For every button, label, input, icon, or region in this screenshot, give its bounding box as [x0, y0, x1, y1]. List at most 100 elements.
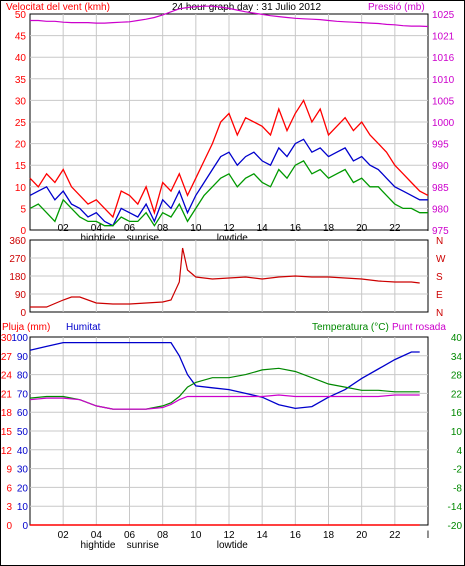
- humidity-y-tick: 100: [11, 333, 28, 344]
- direction-y-tick: 90: [15, 290, 27, 301]
- x-tick-label: 18: [323, 223, 335, 234]
- humidity-y-tick: 20: [17, 483, 29, 494]
- x-tick-label: 10: [190, 530, 202, 541]
- temp-y-tick: -2: [453, 465, 462, 476]
- pressure-y-tick: 975: [432, 226, 449, 237]
- rain-title: Pluja (mm): [2, 322, 50, 333]
- direction-y-tick: 0: [20, 308, 26, 319]
- x-tick-label: 20: [356, 223, 368, 234]
- pressure-y-tick: 1005: [432, 96, 455, 107]
- wind-x-tick-labels: 02 04 06 08 10 12 14 16 18 20 22 l hightide sunrise lo…: [58, 223, 430, 244]
- humidity-y-tick: 40: [17, 446, 29, 457]
- wind-y-tick-labels: 0 5 10 15 20 25 30 35 40 45 50: [15, 10, 27, 237]
- wind-series-lines: [29, 5, 429, 227]
- pressure-y-tick: 985: [432, 183, 449, 194]
- pressure-y-tick: 1000: [432, 118, 455, 129]
- pressure-y-tick: 1025: [432, 10, 455, 21]
- x-tick-label: 18: [323, 530, 335, 541]
- direction-series-lines: [30, 247, 420, 308]
- humidity-y-tick: 90: [17, 352, 29, 363]
- direction-y-tick: 180: [9, 272, 26, 283]
- rain-y-tick: 6: [6, 483, 12, 494]
- x-tick-label: 16: [290, 223, 302, 234]
- humidity-y-tick: 50: [17, 427, 29, 438]
- lowtide-label: lowtide: [217, 233, 249, 244]
- pressure-y-tick: 1021: [432, 32, 455, 43]
- humidity-y-tick: 70: [17, 389, 29, 400]
- wind-y-tick: 15: [15, 161, 27, 172]
- pressure-y-tick: 980: [432, 204, 449, 215]
- hightide-label: hightide: [80, 540, 115, 551]
- rain-y-tick: 18: [1, 408, 13, 419]
- temp-grid: [30, 337, 428, 525]
- sunrise-label: sunrise: [127, 540, 160, 551]
- dewpoint-title: Punt rosada: [392, 322, 446, 333]
- rain-y-tick: 27: [1, 352, 13, 363]
- wind-y-tick: 40: [15, 53, 27, 64]
- wind-y-tick: 30: [15, 96, 27, 107]
- pressure-y-tick-labels: 975 980 985 990 995 1000 1005 1010 1016 1021 1025: [432, 10, 455, 237]
- humidity-y-tick-labels: 0 10 20 30 40 50 60 70 80 90 100: [11, 333, 28, 532]
- wind-y-tick: 25: [15, 118, 27, 129]
- x-tick-label: 06: [124, 223, 136, 234]
- compass-tick: E: [436, 290, 443, 301]
- pressure-y-tick: 990: [432, 161, 449, 172]
- x-tick-label: 08: [157, 223, 169, 234]
- temp-y-tick-labels: -20 -14 -8 -2 4 10 16 22 28 34 40: [448, 333, 463, 532]
- rain-y-tick: 21: [1, 389, 13, 400]
- x-tick-label: 20: [356, 530, 368, 541]
- rain-y-tick: 24: [1, 371, 13, 382]
- rain-y-tick: 30: [1, 333, 13, 344]
- x-tick-label: 04: [91, 530, 103, 541]
- lowtide-label: lowtide: [217, 540, 249, 551]
- x-tick-label: 08: [157, 530, 169, 541]
- x-tick-label: l: [427, 530, 429, 541]
- dewpoint-line: [29, 394, 420, 410]
- graph-day-title: 24 hour graph day : 31 Julio 2012: [172, 2, 321, 13]
- temp-y-tick: 22: [451, 389, 463, 400]
- x-tick-label: 22: [389, 530, 401, 541]
- temp-y-tick: -8: [453, 483, 462, 494]
- humidity-y-tick: 0: [22, 521, 28, 532]
- wind-y-tick: 50: [15, 10, 27, 21]
- wind-y-tick: 35: [15, 75, 27, 86]
- temp-y-tick: 40: [451, 333, 463, 344]
- pressure-title: Pressió (mb): [368, 2, 425, 13]
- wind-gust-line: [29, 98, 429, 219]
- x-tick-label: 14: [257, 530, 269, 541]
- wind-average-line: [29, 138, 428, 227]
- temp-x-tick-labels: 02 04 06 08 10 12 14 16 18 20 22 l hightide sunrise lo…: [58, 530, 430, 551]
- temp-y-tick: 4: [456, 446, 462, 457]
- humidity-title: Humitat: [66, 322, 101, 333]
- x-tick-label: 02: [58, 223, 70, 234]
- temperature-title: Temperatura (°C): [312, 322, 389, 333]
- rain-y-tick: 15: [1, 427, 13, 438]
- direction-y-tick-labels: 0 90 180 270 360: [9, 236, 26, 319]
- x-tick-label: 14: [257, 223, 269, 234]
- x-tick-label: 16: [290, 530, 302, 541]
- humidity-y-tick: 10: [17, 502, 29, 513]
- compass-tick: W: [436, 254, 446, 265]
- temp-y-tick: -20: [448, 521, 463, 532]
- wind-speed-title: Velocitat del vent (kmh): [6, 2, 110, 13]
- x-tick-label: 02: [58, 530, 70, 541]
- pressure-y-tick: 1010: [432, 75, 455, 86]
- wind-y-tick: 20: [15, 140, 27, 151]
- rain-y-tick: 3: [6, 502, 12, 513]
- temp-y-tick: 28: [451, 371, 463, 382]
- wind-y-tick: 5: [20, 204, 26, 215]
- x-tick-label: 10: [190, 223, 202, 234]
- temp-y-tick: 34: [451, 352, 463, 363]
- rain-y-tick-labels: 0 3 6 9 12 15 18 21 24 27 30: [1, 333, 13, 532]
- compass-tick: N: [436, 308, 443, 319]
- x-tick-label: 22: [389, 223, 401, 234]
- x-tick-label: 12: [223, 223, 235, 234]
- x-tick-label: l: [427, 223, 429, 234]
- rain-y-tick: 12: [1, 446, 13, 457]
- pressure-y-tick: 1016: [432, 53, 455, 64]
